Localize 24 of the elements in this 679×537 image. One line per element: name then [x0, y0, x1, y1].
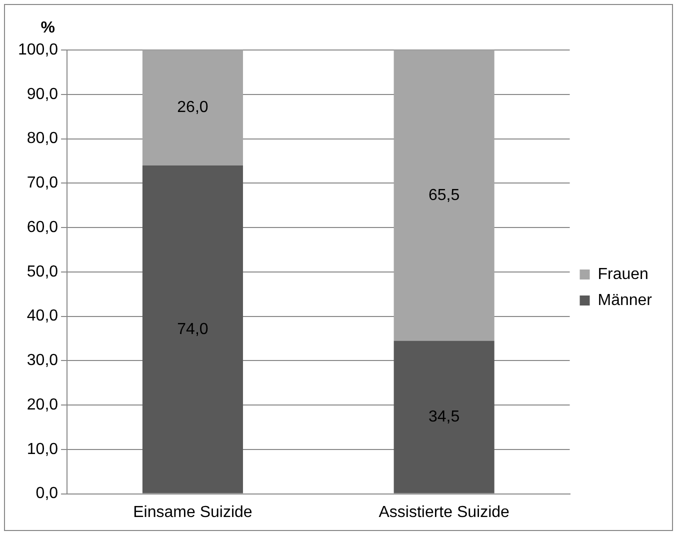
data-label: 34,5 [428, 408, 460, 426]
y-tick-label: 10,0 [26, 440, 58, 458]
data-label: 74,0 [177, 320, 208, 338]
y-tick-label: 100,0 [18, 41, 58, 58]
bar [142, 50, 243, 166]
bar [142, 165, 243, 494]
y-tick-label: 50,0 [26, 263, 58, 280]
bar [394, 50, 494, 341]
y-tick-label: 70,0 [26, 174, 58, 192]
y-tick-label: 30,0 [26, 352, 58, 370]
y-tick-label: 20,0 [26, 396, 58, 414]
legend-label: Frauen [598, 266, 648, 283]
y-axis-title: % [40, 19, 56, 36]
legend-label: Männer [598, 292, 653, 309]
data-label: 26,0 [177, 99, 208, 116]
y-tick-label: 0,0 [36, 485, 58, 502]
y-tick-label: 90,0 [26, 86, 58, 103]
y-tick-label: 40,0 [26, 308, 58, 325]
x-tick-label: Assistierte Suizide [378, 504, 510, 521]
y-tick-label: 60,0 [26, 218, 58, 236]
data-label: 65,5 [428, 186, 460, 204]
bar [394, 340, 494, 494]
y-tick-label: 80,0 [26, 130, 58, 148]
x-tick-label: Einsame Suizide [133, 504, 252, 521]
